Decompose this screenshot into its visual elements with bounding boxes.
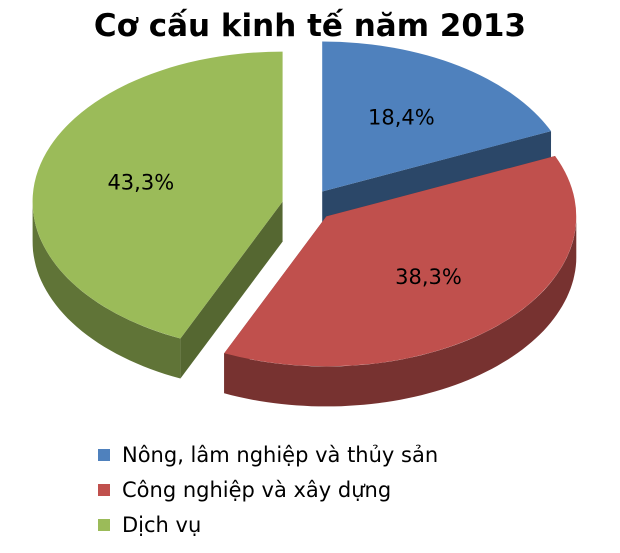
pie-slice-wall-2-0 — [180, 201, 283, 379]
pie-data-label-2: 43,3% — [107, 171, 174, 195]
legend-label-0: Nông, lâm nghiệp và thủy sản — [122, 442, 439, 467]
pie-data-label-0: 18,4% — [368, 106, 435, 130]
chart-title: Cơ cấu kinh tế năm 2013 — [93, 8, 527, 44]
legend-swatch-2 — [98, 518, 110, 531]
pie-slice-1 — [224, 156, 577, 367]
legend-item-1: Công nghiệp và xây dựng — [98, 472, 578, 507]
pie-slice-side-2 — [32, 200, 283, 379]
pie-slice-rim-2-0 — [32, 200, 181, 379]
legend: Nông, lâm nghiệp và thủy sản Công nghiệp … — [98, 437, 578, 542]
legend-label-2: Dịch vụ — [122, 512, 202, 537]
pie-slice-0 — [322, 41, 551, 192]
pie-slice-2 — [32, 51, 283, 339]
pie-chart: 18,4% 38,3% 43,3% — [32, 41, 577, 407]
legend-item-0: Nông, lâm nghiệp và thủy sản — [98, 437, 578, 472]
pie-slice-rim-1-0 — [224, 217, 577, 407]
legend-swatch-1 — [98, 483, 110, 496]
legend-label-1: Công nghiệp và xây dựng — [122, 477, 392, 502]
legend-swatch-0 — [98, 448, 110, 461]
legend-item-2: Dịch vụ — [98, 507, 578, 542]
pie-data-label-1: 38,3% — [395, 265, 462, 289]
